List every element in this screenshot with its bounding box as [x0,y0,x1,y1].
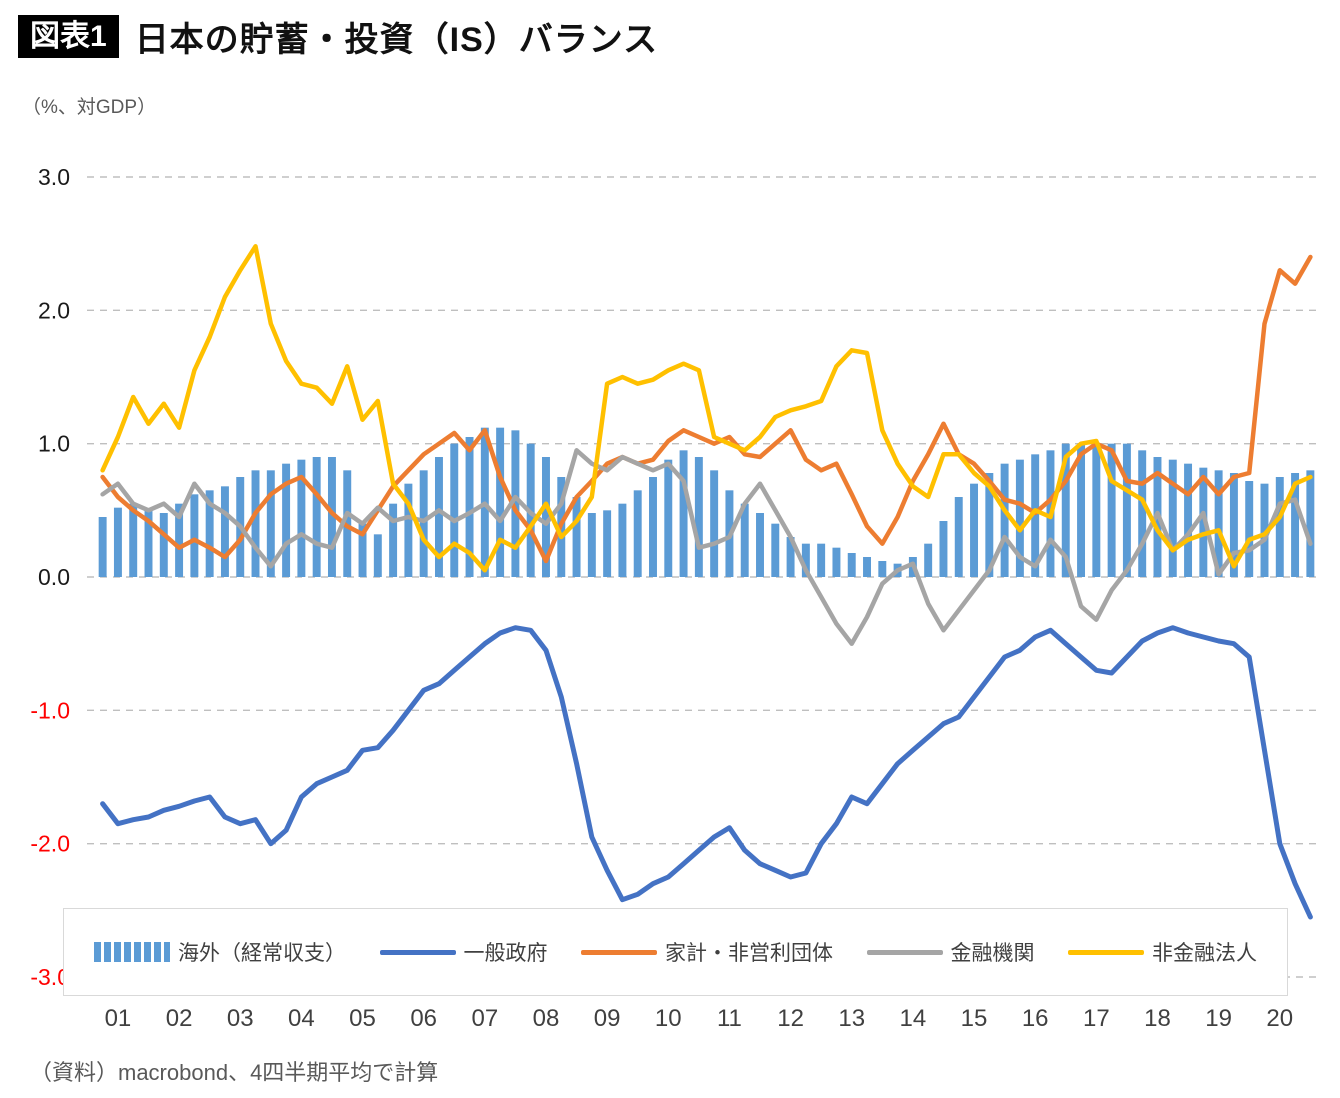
svg-text:16: 16 [1022,1005,1049,1032]
svg-text:15: 15 [961,1005,988,1032]
financial-line-swatch [866,949,943,955]
source-note: （資料）macrobond、4四半期平均で計算 [30,1060,439,1085]
svg-text:13: 13 [838,1005,865,1032]
legend: 海外（経常収支） 一般政府 家計・非営利団体 金融機関 非金融法人 [63,908,1288,996]
legend-label: 海外（経常収支） [178,942,346,965]
svg-text:1.0: 1.0 [38,431,70,457]
government-line-swatch [379,949,456,955]
figure-badge: 図表1 [18,15,119,58]
svg-text:17: 17 [1083,1005,1110,1032]
chart-title: 日本の貯蓄・投資（IS）バランス [134,21,659,59]
svg-text:12: 12 [777,1005,804,1032]
svg-text:08: 08 [533,1005,560,1032]
legend-item-financial: 金融機関 [866,937,1035,967]
svg-text:09: 09 [594,1005,621,1032]
legend-label: 一般政府 [463,942,548,965]
legend-label: 金融機関 [950,942,1035,965]
svg-text:06: 06 [410,1005,437,1032]
legend-item-overseas: 海外（経常収支） [94,937,346,967]
svg-text:10: 10 [655,1005,682,1032]
svg-text:2.0: 2.0 [38,297,70,323]
svg-text:-2.0: -2.0 [30,831,70,857]
svg-text:11: 11 [717,1005,742,1032]
overseas-bar-swatch [94,942,170,962]
svg-text:-1.0: -1.0 [30,697,70,723]
svg-text:07: 07 [471,1005,498,1032]
axis-unit-label: （%、対GDP） [22,97,157,118]
households-line-swatch [581,949,657,955]
svg-text:03: 03 [227,1005,254,1032]
svg-text:20: 20 [1266,1005,1293,1032]
legend-item-nonfinancial: 非金融法人 [1068,937,1257,967]
svg-text:3.0: 3.0 [38,164,70,190]
chart-header: 図表1 日本の貯蓄・投資（IS）バランス [18,12,658,61]
svg-text:18: 18 [1144,1005,1171,1032]
svg-text:14: 14 [900,1005,927,1032]
svg-text:0.0: 0.0 [38,564,70,590]
legend-label: 非金融法人 [1152,942,1257,965]
svg-text:19: 19 [1205,1005,1232,1032]
legend-item-government: 一般政府 [379,937,548,967]
legend-item-households: 家計・非営利団体 [581,937,833,967]
nonfinancial-line-swatch [1068,949,1144,955]
svg-text:01: 01 [105,1005,132,1032]
svg-text:02: 02 [166,1005,193,1032]
legend-label: 家計・非営利団体 [665,942,833,965]
svg-text:04: 04 [288,1005,315,1032]
svg-text:05: 05 [349,1005,376,1032]
